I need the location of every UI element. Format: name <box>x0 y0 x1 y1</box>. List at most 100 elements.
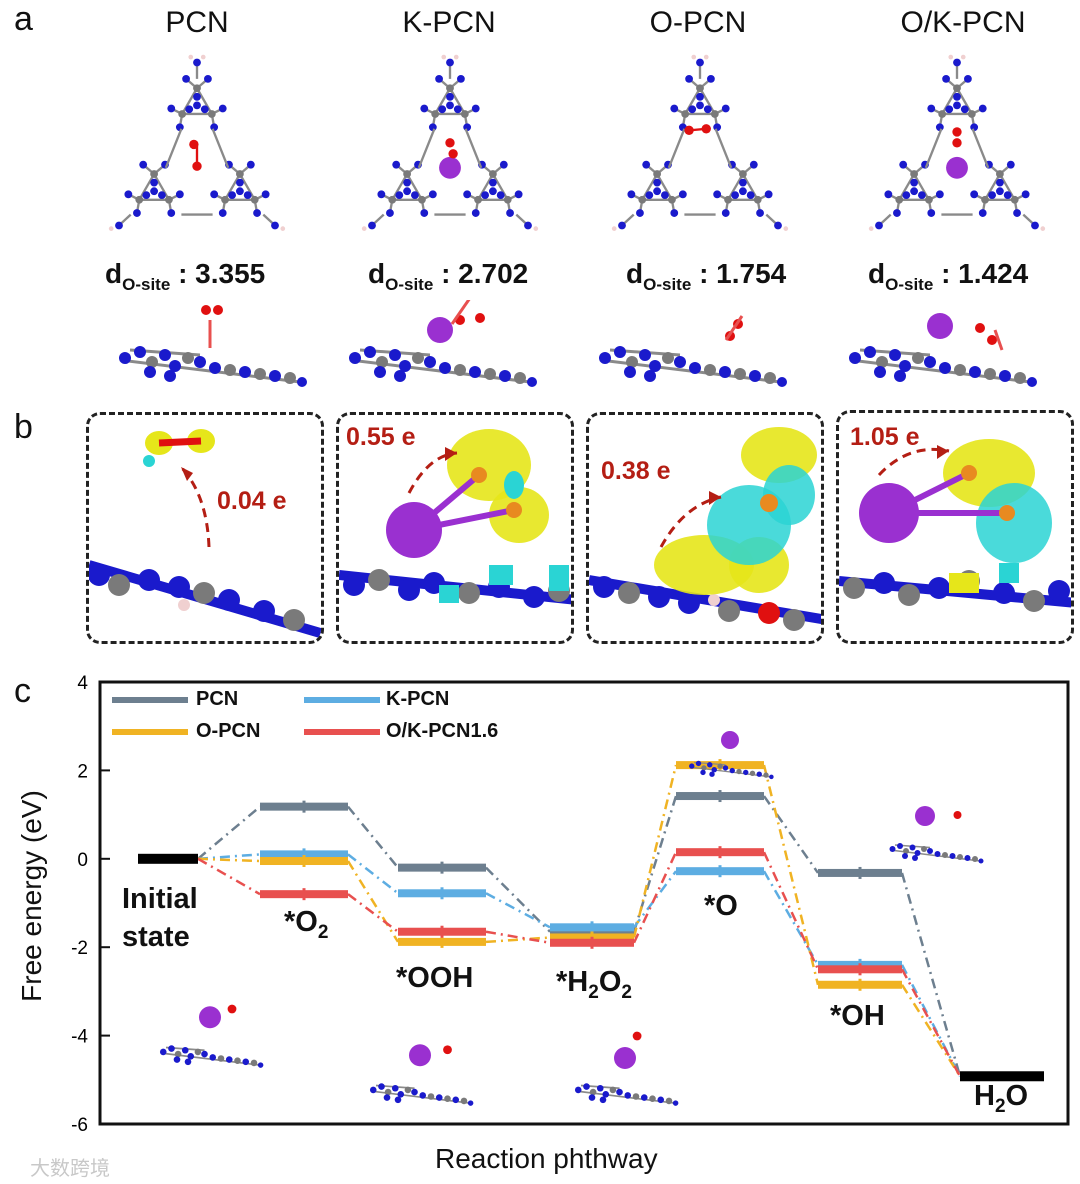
y-tick-label: 0 <box>77 850 88 871</box>
x-axis-label: Reaction phthway <box>435 1143 658 1174</box>
inset-structure-o <box>688 731 775 780</box>
pcn-side-structure <box>117 305 309 389</box>
connector-o-pcn <box>632 764 678 938</box>
legend-label-o-pcn: O-PCN <box>196 720 261 742</box>
o-k-pcn-side-structure <box>847 313 1039 389</box>
d-value-k-pcn: : 2.702 <box>433 258 529 289</box>
side-view-structures <box>117 300 1039 389</box>
state-label-initial-line2: state <box>122 921 190 953</box>
legend-swatch-o-k-pcn <box>304 729 380 735</box>
charge-density-pcn <box>89 429 321 639</box>
state-label-o2-sub: 2 <box>317 921 329 943</box>
connector-o-k-pcn1-6 <box>900 968 962 1077</box>
charge-density-o-k-pcn <box>839 439 1071 612</box>
o-pcn-top-structure <box>612 55 788 231</box>
d-value-o-pcn: : 1.754 <box>691 258 787 289</box>
y-tick-label: -2 <box>71 938 88 959</box>
d-label-o-pcn: dO-site : 1.754 <box>626 258 787 294</box>
connector-o-pcn <box>485 936 551 944</box>
connector-k-pcn <box>347 853 399 895</box>
state-label-ooh: *OOH <box>396 962 474 994</box>
h2o-b: 2 <box>994 1095 1006 1117</box>
k-pcn-side-structure <box>347 300 539 389</box>
charge-box-pcn <box>86 412 324 644</box>
title-k-pcn: K-PCN <box>402 6 496 39</box>
state-label-oh: *OH <box>830 1000 885 1032</box>
h2o-c: O <box>1005 1080 1029 1112</box>
charge-box-k-pcn <box>336 412 574 644</box>
h2o2-d: 2 <box>621 981 632 1003</box>
h2o2-b: 2 <box>588 981 599 1003</box>
charge-density-k-pcn <box>339 429 571 608</box>
charge-box-o-k-pcn <box>836 410 1074 644</box>
connector-o-k-pcn1-6 <box>632 851 678 944</box>
o-pcn-side-structure <box>597 315 789 389</box>
top-view-structures <box>0 45 1080 255</box>
legend-label-pcn: PCN <box>196 688 239 710</box>
k-pcn-top-structure <box>362 55 538 231</box>
o-k-pcn-top-structure <box>869 55 1045 231</box>
panel-letter-b: b <box>14 408 33 446</box>
d-prefix: d <box>626 258 644 289</box>
title-o-pcn: O-PCN <box>649 6 747 39</box>
connector-o-pcn <box>762 764 820 986</box>
d-prefix: d <box>368 258 386 289</box>
plot-frame <box>98 680 1070 1126</box>
inset-structure-initial <box>159 1004 265 1069</box>
h2o2-c: O <box>598 966 622 998</box>
title-o-k-pcn: O/K-PCN <box>900 6 1026 39</box>
inset-structure-ooh <box>369 1044 475 1107</box>
connector-pcn <box>762 795 820 874</box>
charge-label-o-pcn: 0.38 e <box>601 457 671 485</box>
y-tick-label: 4 <box>77 673 88 694</box>
d-label-pcn: dO-site : 3.355 <box>105 258 265 294</box>
h2o-a: H <box>974 1080 995 1112</box>
state-label-o2-main: *O <box>284 906 318 938</box>
connector-pcn <box>900 872 962 1077</box>
level-initial <box>138 853 198 864</box>
inset-structure-h2o2 <box>574 1031 680 1107</box>
watermark: 大数跨境 <box>30 1158 110 1180</box>
connector-k-pcn <box>900 964 962 1077</box>
charge-label-k-pcn: 0.55 e <box>346 423 416 451</box>
h2o2-a: *H <box>556 966 589 998</box>
level-H2O <box>960 1071 1044 1082</box>
d-sub: O-site <box>885 275 934 294</box>
legend-label-o-k-pcn: O/K-PCN1.6 <box>386 720 499 742</box>
d-value-o-k-pcn: : 1.424 <box>933 258 1029 289</box>
d-label-o-k-pcn: dO-site : 1.424 <box>868 258 1029 294</box>
y-tick-label: -4 <box>71 1027 88 1048</box>
title-pcn: PCN <box>165 6 229 39</box>
state-label-h2o: H2O <box>974 1080 1028 1118</box>
legend-swatch-k-pcn <box>304 697 380 703</box>
charge-label-o-k-pcn: 1.05 e <box>850 423 920 451</box>
y-tick-label: -6 <box>71 1115 88 1136</box>
energy-levels <box>138 759 1044 1082</box>
connector-pcn <box>197 805 261 860</box>
connector-pcn <box>347 805 399 869</box>
legend-swatch-pcn <box>112 697 188 703</box>
pcn-top-structure <box>109 55 285 231</box>
d-label-k-pcn: dO-site : 2.702 <box>368 258 529 294</box>
connector-o-k-pcn1-6 <box>197 857 261 896</box>
d-prefix: d <box>868 258 886 289</box>
connector-o-pcn <box>197 857 261 863</box>
connector-o-pcn <box>346 860 400 943</box>
state-label-initial: Initial state <box>122 880 198 956</box>
state-label-o: *O <box>704 890 738 922</box>
connector-k-pcn <box>485 892 551 929</box>
connector-o-pcn <box>900 984 962 1077</box>
d-prefix: d <box>105 258 123 289</box>
charge-box-o-pcn <box>586 412 824 644</box>
legend: PCN K-PCN O-PCN O/K-PCN1.6 <box>108 688 548 750</box>
connectors <box>197 764 962 1077</box>
connector-k-pcn <box>197 853 261 861</box>
charge-label-pcn: 0.04 e <box>217 487 287 515</box>
d-sub: O-site <box>385 275 434 294</box>
connector-k-pcn <box>762 870 820 966</box>
legend-swatch-o-pcn <box>112 729 188 735</box>
connector-pcn <box>485 866 551 933</box>
charge-density-o-pcn <box>589 427 821 631</box>
state-label-initial-line1: Initial <box>122 883 198 915</box>
y-axis-label: Free energy (eV) <box>16 790 47 1002</box>
